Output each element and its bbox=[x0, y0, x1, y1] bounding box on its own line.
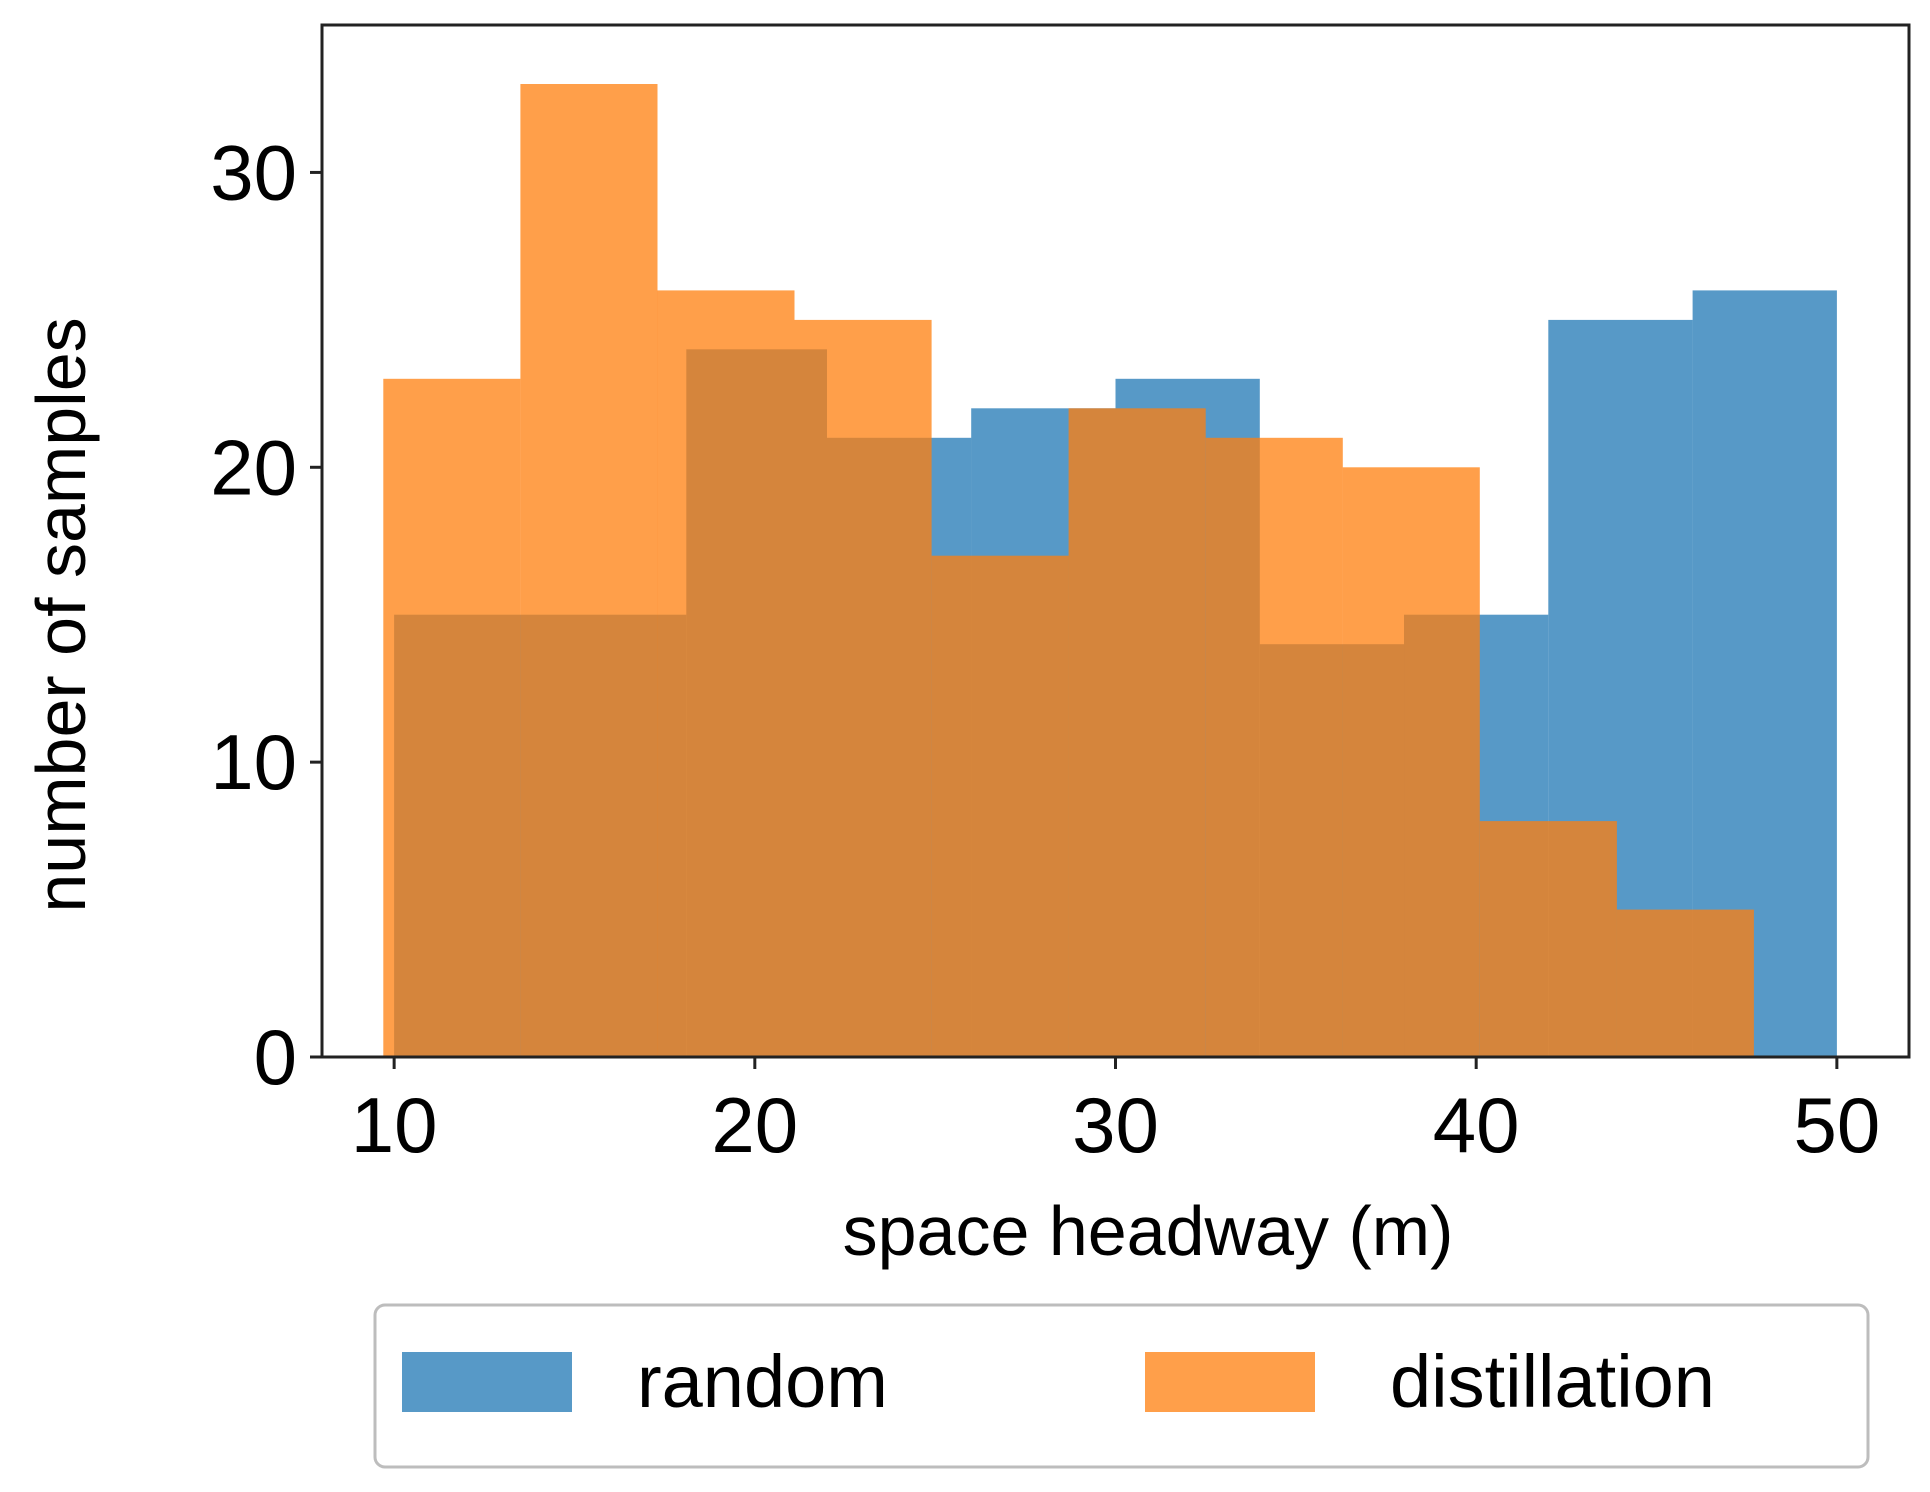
bar-distillation-7 bbox=[1342, 467, 1480, 1057]
legend-swatch-distillation bbox=[1145, 1352, 1315, 1412]
bar-distillation-4 bbox=[931, 555, 1069, 1057]
y-tick-label-0: 0 bbox=[254, 1013, 297, 1101]
bar-distillation-9 bbox=[1616, 909, 1754, 1057]
legend-swatch-random bbox=[402, 1352, 572, 1412]
bar-distillation-1 bbox=[520, 84, 658, 1057]
y-axis: 0 10 20 30 bbox=[210, 128, 322, 1101]
x-tick-label-50: 50 bbox=[1793, 1081, 1880, 1169]
bar-distillation-5 bbox=[1068, 408, 1206, 1057]
x-tick-label-10: 10 bbox=[351, 1081, 438, 1169]
legend-label-distillation: distillation bbox=[1390, 1340, 1715, 1423]
y-tick-label-10: 10 bbox=[210, 718, 297, 806]
y-tick-label-30: 30 bbox=[210, 128, 297, 216]
legend: random distillation bbox=[373, 1303, 1870, 1469]
x-tick-label-20: 20 bbox=[711, 1081, 798, 1169]
x-tick-label-30: 30 bbox=[1072, 1081, 1159, 1169]
x-axis-title: space headway (m) bbox=[843, 1192, 1454, 1270]
bar-distillation-2 bbox=[657, 290, 795, 1057]
bar-distillation-6 bbox=[1205, 437, 1343, 1057]
distillation-bars bbox=[383, 84, 1754, 1057]
bar-distillation-0 bbox=[383, 378, 521, 1057]
bar-distillation-3 bbox=[794, 319, 932, 1057]
bar-distillation-8 bbox=[1479, 821, 1617, 1057]
y-tick-label-20: 20 bbox=[210, 423, 297, 511]
y-axis-title: number of samples bbox=[22, 317, 100, 912]
legend-label-random: random bbox=[637, 1340, 888, 1423]
legend-box bbox=[373, 1303, 1870, 1469]
x-axis: 10 20 30 40 50 bbox=[351, 1057, 1880, 1169]
x-tick-label-40: 40 bbox=[1433, 1081, 1520, 1169]
